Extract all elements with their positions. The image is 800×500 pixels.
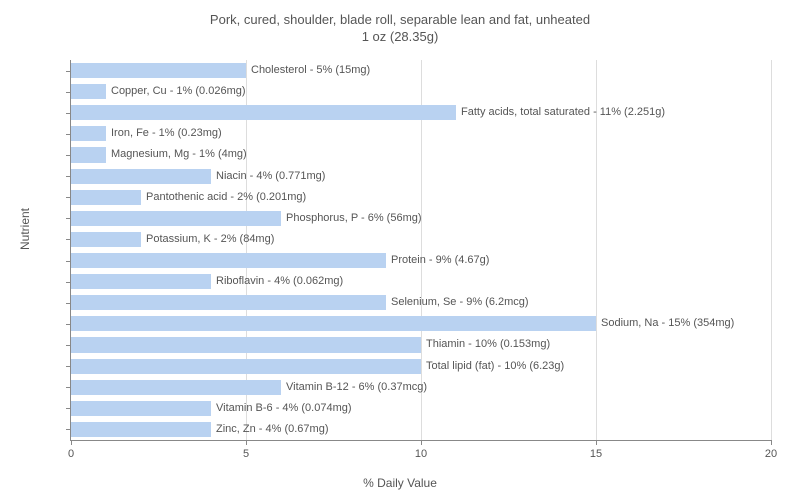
bar-label: Vitamin B-6 - 4% (0.074mg) bbox=[211, 401, 352, 416]
bar-label: Phosphorus, P - 6% (56mg) bbox=[281, 211, 422, 226]
bar-row: Potassium, K - 2% (84mg) bbox=[71, 229, 771, 250]
bar-row: Zinc, Zn - 4% (0.67mg) bbox=[71, 419, 771, 440]
bar-label: Cholesterol - 5% (15mg) bbox=[246, 63, 370, 78]
bar-row: Vitamin B-6 - 4% (0.074mg) bbox=[71, 398, 771, 419]
plot-area: 05101520Cholesterol - 5% (15mg)Copper, C… bbox=[70, 60, 771, 441]
x-tick-label: 20 bbox=[765, 448, 777, 460]
bar bbox=[71, 63, 246, 78]
x-tick-mark bbox=[71, 440, 72, 445]
bar bbox=[71, 147, 106, 162]
bar bbox=[71, 401, 211, 416]
bar-label: Iron, Fe - 1% (0.23mg) bbox=[106, 126, 222, 141]
bar bbox=[71, 422, 211, 437]
bar-row: Protein - 9% (4.67g) bbox=[71, 250, 771, 271]
bar bbox=[71, 126, 106, 141]
bar-label: Zinc, Zn - 4% (0.67mg) bbox=[211, 422, 328, 437]
bar bbox=[71, 232, 141, 247]
bar bbox=[71, 84, 106, 99]
x-tick-mark bbox=[246, 440, 247, 445]
x-tick-label: 10 bbox=[415, 448, 427, 460]
bar-label: Riboflavin - 4% (0.062mg) bbox=[211, 274, 343, 289]
title-line2: 1 oz (28.35g) bbox=[362, 29, 439, 44]
bar-label: Vitamin B-12 - 6% (0.37mcg) bbox=[281, 380, 427, 395]
x-tick-label: 0 bbox=[68, 448, 74, 460]
bar-label: Fatty acids, total saturated - 11% (2.25… bbox=[456, 105, 665, 120]
bar bbox=[71, 253, 386, 268]
bar-row: Magnesium, Mg - 1% (4mg) bbox=[71, 144, 771, 165]
x-tick-mark bbox=[771, 440, 772, 445]
bar-label: Total lipid (fat) - 10% (6.23g) bbox=[421, 359, 564, 374]
bar-row: Total lipid (fat) - 10% (6.23g) bbox=[71, 356, 771, 377]
bar bbox=[71, 337, 421, 352]
bar bbox=[71, 190, 141, 205]
bar-row: Riboflavin - 4% (0.062mg) bbox=[71, 271, 771, 292]
bar-row: Thiamin - 10% (0.153mg) bbox=[71, 334, 771, 355]
bar-row: Copper, Cu - 1% (0.026mg) bbox=[71, 81, 771, 102]
bar-row: Sodium, Na - 15% (354mg) bbox=[71, 313, 771, 334]
bar bbox=[71, 274, 211, 289]
bar-label: Sodium, Na - 15% (354mg) bbox=[596, 316, 734, 331]
bar-label: Selenium, Se - 9% (6.2mcg) bbox=[386, 295, 529, 310]
bar-label: Pantothenic acid - 2% (0.201mg) bbox=[141, 190, 306, 205]
bar bbox=[71, 316, 596, 331]
bar-label: Magnesium, Mg - 1% (4mg) bbox=[106, 147, 247, 162]
y-axis-label: Nutrient bbox=[18, 208, 32, 250]
x-tick-label: 15 bbox=[590, 448, 602, 460]
bar-row: Pantothenic acid - 2% (0.201mg) bbox=[71, 187, 771, 208]
bar-row: Selenium, Se - 9% (6.2mcg) bbox=[71, 292, 771, 313]
bar bbox=[71, 169, 211, 184]
title-line1: Pork, cured, shoulder, blade roll, separ… bbox=[210, 12, 590, 27]
bar bbox=[71, 295, 386, 310]
bar-row: Vitamin B-12 - 6% (0.37mcg) bbox=[71, 377, 771, 398]
bar bbox=[71, 380, 281, 395]
bar-row: Fatty acids, total saturated - 11% (2.25… bbox=[71, 102, 771, 123]
bar bbox=[71, 359, 421, 374]
bar-label: Copper, Cu - 1% (0.026mg) bbox=[106, 84, 246, 99]
bar bbox=[71, 105, 456, 120]
bar-row: Niacin - 4% (0.771mg) bbox=[71, 166, 771, 187]
x-tick-label: 5 bbox=[243, 448, 249, 460]
x-tick-mark bbox=[421, 440, 422, 445]
gridline bbox=[771, 60, 772, 440]
bar-row: Iron, Fe - 1% (0.23mg) bbox=[71, 123, 771, 144]
x-tick-mark bbox=[596, 440, 597, 445]
bar-row: Cholesterol - 5% (15mg) bbox=[71, 60, 771, 81]
bar-row: Phosphorus, P - 6% (56mg) bbox=[71, 208, 771, 229]
bar-label: Protein - 9% (4.67g) bbox=[386, 253, 489, 268]
bar-label: Thiamin - 10% (0.153mg) bbox=[421, 337, 550, 352]
nutrient-chart: Pork, cured, shoulder, blade roll, separ… bbox=[0, 0, 800, 500]
x-axis-label: % Daily Value bbox=[0, 476, 800, 490]
bar-label: Niacin - 4% (0.771mg) bbox=[211, 169, 325, 184]
bar bbox=[71, 211, 281, 226]
chart-title: Pork, cured, shoulder, blade roll, separ… bbox=[0, 0, 800, 46]
bar-label: Potassium, K - 2% (84mg) bbox=[141, 232, 274, 247]
